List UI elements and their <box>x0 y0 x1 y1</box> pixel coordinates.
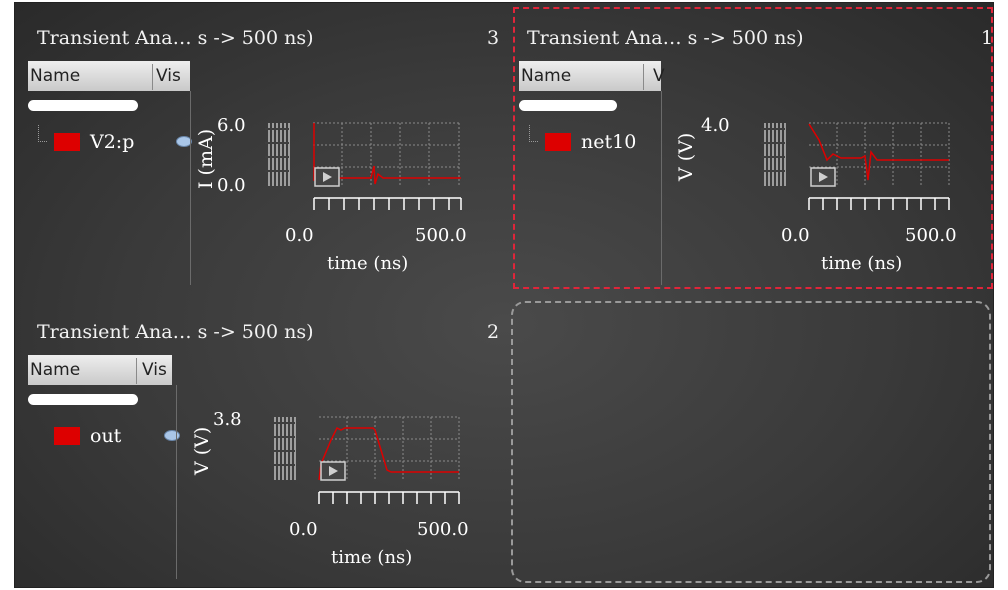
waveform-plot[interactable] <box>761 118 961 218</box>
x-tick-min: 0.0 <box>781 225 810 246</box>
waveform-plot[interactable] <box>271 412 471 512</box>
tree-connector <box>38 125 47 142</box>
x-tick-max: 500.0 <box>417 519 469 540</box>
grid <box>319 416 460 480</box>
signal-list-header: Name V <box>519 61 665 91</box>
visibility-eye-icon[interactable] <box>176 136 192 147</box>
y-tick-max: 6.0 <box>217 115 246 136</box>
waveform-viewer: Transient Ana… s -> 500 ns) 3 Name Vis V… <box>14 2 994 588</box>
y-axis-label: V (V) <box>191 426 213 475</box>
y-axis-label: I (mA) <box>195 128 217 189</box>
column-name-header[interactable]: Name <box>30 358 137 384</box>
y-ruler <box>268 123 290 186</box>
signal-color-swatch[interactable] <box>54 427 80 445</box>
signal-filter[interactable] <box>28 100 138 111</box>
x-tick-max: 500.0 <box>415 225 467 246</box>
column-visible-header[interactable]: V <box>653 66 665 86</box>
grid <box>809 122 950 186</box>
column-visible-header[interactable]: Vis <box>142 360 167 380</box>
empty-plot-slot[interactable] <box>511 301 991 583</box>
y-tick-min: 0.0 <box>217 175 246 196</box>
column-name-header[interactable]: Name <box>30 64 153 90</box>
visibility-eye-icon[interactable] <box>164 430 180 441</box>
signal-name[interactable]: net10 <box>581 131 637 153</box>
plot-panel-3[interactable]: Transient Ana… s -> 500 ns) 3 Name Vis V… <box>15 3 511 297</box>
y-ruler <box>764 123 786 186</box>
tree-connector <box>529 125 538 142</box>
plot-panel-2[interactable]: Transient Ana… s -> 500 ns) 2 Name Vis o… <box>15 297 511 589</box>
signal-list-header: Name Vis <box>28 355 172 385</box>
panel-number: 1 <box>981 27 994 49</box>
signal-filter[interactable] <box>519 100 617 111</box>
x-ruler <box>318 491 460 504</box>
panel-title: Transient Ana… s -> 500 ns) <box>37 27 314 49</box>
divider <box>661 91 662 285</box>
signal-list-header: Name Vis <box>28 61 190 91</box>
divider <box>176 385 177 579</box>
signal-list: Name V net10 <box>519 61 669 285</box>
signal-color-swatch[interactable] <box>54 133 80 151</box>
y-tick-max: 3.8 <box>213 409 242 430</box>
waveform-plot[interactable] <box>265 118 465 218</box>
play-icon <box>329 466 338 476</box>
x-tick-max: 500.0 <box>905 225 957 246</box>
signal-color-swatch[interactable] <box>545 133 571 151</box>
x-ruler <box>808 197 950 210</box>
x-axis-label: time (ns) <box>327 253 409 274</box>
x-axis-label: time (ns) <box>821 253 903 274</box>
x-tick-min: 0.0 <box>285 225 314 246</box>
signal-trace <box>318 426 459 481</box>
active-panel-border <box>513 7 993 289</box>
column-name-header[interactable]: Name <box>521 64 644 90</box>
panel-title: Transient Ana… s -> 500 ns) <box>37 321 314 343</box>
signal-list: Name Vis V2:p <box>28 61 192 285</box>
y-ruler <box>274 417 296 480</box>
panel-number: 2 <box>487 321 500 343</box>
y-tick-max: 4.0 <box>701 115 730 136</box>
column-visible-header[interactable]: Vis <box>156 66 181 86</box>
x-axis-label: time (ns) <box>331 547 413 568</box>
signal-name[interactable]: out <box>90 425 122 447</box>
play-icon <box>819 172 828 182</box>
divider <box>190 91 191 285</box>
signal-name[interactable]: V2:p <box>90 131 135 153</box>
panel-title: Transient Ana… s -> 500 ns) <box>527 27 804 49</box>
signal-list: Name Vis out <box>28 355 180 579</box>
play-icon <box>323 172 332 182</box>
signal-filter[interactable] <box>28 394 138 405</box>
plot-panel-1[interactable]: Transient Ana… s -> 500 ns) 1 Name V net… <box>511 3 995 297</box>
y-axis-label: V (V) <box>675 132 697 181</box>
x-ruler <box>313 197 462 210</box>
panel-number: 3 <box>487 27 500 49</box>
signal-trace <box>808 123 949 181</box>
x-tick-min: 0.0 <box>289 519 318 540</box>
